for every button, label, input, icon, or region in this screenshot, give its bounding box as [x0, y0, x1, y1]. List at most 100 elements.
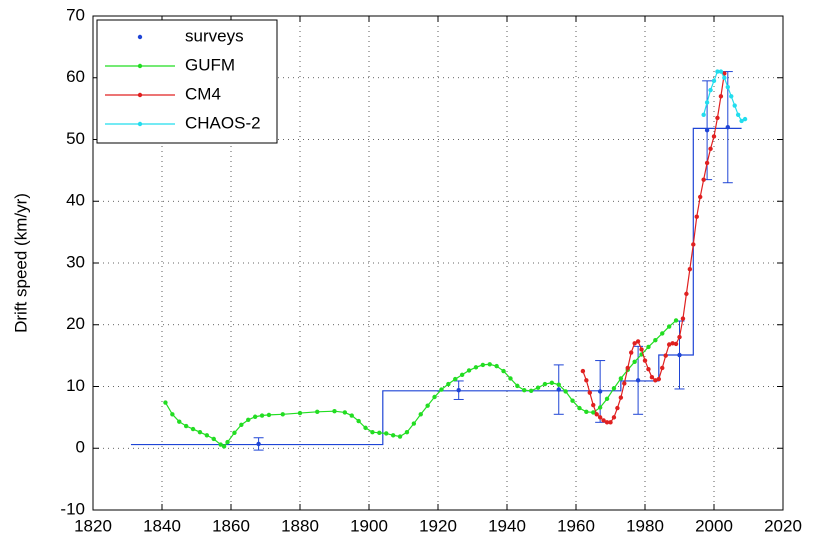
data-point — [563, 389, 568, 394]
data-point — [466, 368, 472, 373]
data-point — [528, 388, 534, 394]
data-point — [508, 376, 513, 381]
data-point — [190, 426, 196, 432]
data-point — [252, 414, 258, 419]
data-point — [591, 410, 596, 415]
data-point — [356, 418, 361, 424]
y-tick-label: 50 — [66, 129, 85, 148]
data-point — [597, 405, 603, 410]
data-point — [618, 395, 624, 400]
data-point — [708, 87, 713, 93]
data-point — [666, 342, 672, 347]
data-point — [446, 381, 451, 387]
plot-frame — [92, 15, 784, 511]
data-point — [618, 376, 624, 381]
x-tick-label: 1940 — [488, 516, 526, 535]
data-point — [656, 376, 661, 382]
x-tick-label: 2000 — [695, 516, 733, 535]
data-point — [660, 365, 665, 371]
data-point — [315, 409, 320, 415]
data-point — [218, 442, 223, 447]
data-point — [225, 439, 230, 445]
data-point — [197, 429, 203, 435]
data-point — [594, 412, 599, 417]
data-point — [732, 103, 737, 108]
data-point — [711, 78, 717, 84]
data-point — [666, 324, 672, 329]
data-point — [708, 146, 713, 151]
data-point — [432, 394, 437, 400]
legend-label: surveys — [185, 26, 244, 45]
data-point — [390, 433, 396, 438]
x-tick-label: 1920 — [419, 516, 457, 535]
data-point — [266, 412, 272, 418]
y-tick-label: 10 — [66, 376, 85, 395]
data-point — [725, 124, 730, 130]
data-point — [611, 386, 617, 391]
data-point — [704, 100, 710, 105]
data-point — [211, 436, 216, 442]
data-point — [722, 75, 727, 80]
data-point — [494, 363, 499, 369]
data-point — [701, 112, 706, 118]
data-point — [549, 380, 555, 385]
data-point — [439, 387, 444, 392]
data-point — [280, 412, 285, 417]
data-point — [342, 410, 348, 415]
data-point — [522, 388, 527, 393]
data-point — [718, 94, 724, 99]
data-point — [418, 412, 423, 417]
data-point — [601, 418, 606, 423]
legend-label: GUFM — [185, 55, 235, 74]
data-point — [677, 352, 682, 358]
data-point — [480, 362, 486, 368]
data-point — [556, 387, 561, 392]
y-tick-label: 70 — [66, 5, 85, 24]
data-point — [704, 160, 710, 166]
data-point — [397, 434, 403, 439]
data-point — [725, 84, 730, 90]
data-point — [673, 341, 679, 347]
data-point — [604, 396, 610, 402]
data-point — [183, 423, 189, 429]
data-point — [232, 430, 237, 436]
legend-marker — [137, 121, 143, 127]
y-tick-label: 0 — [76, 438, 85, 457]
data-point — [635, 339, 641, 344]
data-point — [735, 112, 741, 118]
data-point — [246, 417, 251, 423]
data-point — [256, 441, 261, 447]
legend-marker — [137, 92, 143, 98]
data-point — [718, 69, 724, 74]
legend-label: CHAOS-2 — [185, 113, 261, 132]
data-point — [384, 431, 389, 436]
data-point — [425, 403, 430, 408]
data-point — [404, 429, 410, 435]
data-point — [515, 383, 520, 389]
x-tick-label: 1820 — [74, 516, 112, 535]
data-point — [363, 425, 368, 431]
y-tick-label: 20 — [66, 314, 85, 333]
x-tick-label: 1980 — [626, 516, 664, 535]
data-point — [653, 378, 658, 383]
data-point — [673, 318, 679, 323]
data-point — [646, 367, 651, 372]
x-tick-label: 1900 — [350, 516, 388, 535]
y-tick-label: 30 — [66, 252, 85, 271]
data-point — [597, 389, 603, 394]
data-point — [632, 341, 637, 346]
data-point — [670, 341, 675, 346]
y-tick-label: 40 — [66, 191, 85, 210]
data-point — [473, 365, 479, 370]
data-point — [715, 115, 720, 121]
data-point — [649, 375, 655, 380]
data-point — [459, 372, 465, 377]
data-point — [570, 398, 575, 403]
data-point — [177, 419, 182, 424]
series-line — [164, 319, 677, 448]
data-point — [580, 368, 586, 374]
y-tick-label: 60 — [66, 67, 85, 86]
data-point — [632, 359, 637, 364]
data-point — [349, 413, 354, 418]
